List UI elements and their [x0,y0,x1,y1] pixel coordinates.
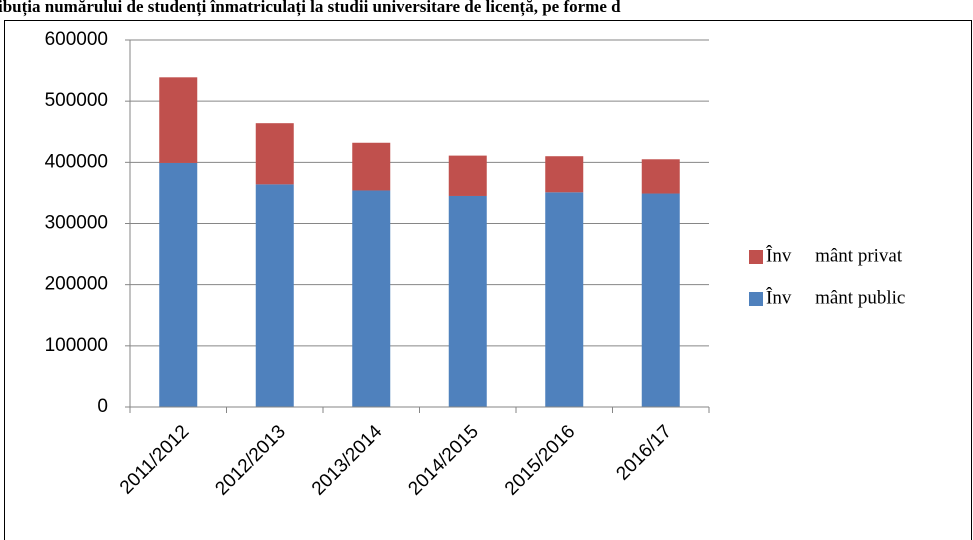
bar-segment [545,192,584,407]
bar-segment [159,162,198,407]
legend-label: Înv mânt public [766,286,905,308]
bar-segment [545,156,584,193]
y-tick-label: 400000 [45,151,108,172]
bar-segment [159,77,198,163]
bar-segment [255,123,294,185]
y-tick-label: 300000 [45,213,108,234]
legend-label: Înv mânt privat [766,244,903,266]
bar-segment [255,184,294,407]
y-tick-label: 200000 [45,274,108,295]
legend-swatch [749,292,763,306]
bar-segment [448,155,487,196]
y-tick-label: 600000 [45,29,108,50]
bar-segment [641,193,680,407]
legend-swatch [749,250,763,264]
bar-segment [448,195,487,407]
y-tick-label: 100000 [45,335,108,356]
y-tick-label: 500000 [45,90,108,111]
y-tick-label: 0 [97,396,108,417]
bar-segment [641,159,680,194]
bar-segment [352,142,391,191]
chart-title: ibuția numărului de studenți înmatricula… [0,0,621,17]
bar-segment [352,190,391,407]
